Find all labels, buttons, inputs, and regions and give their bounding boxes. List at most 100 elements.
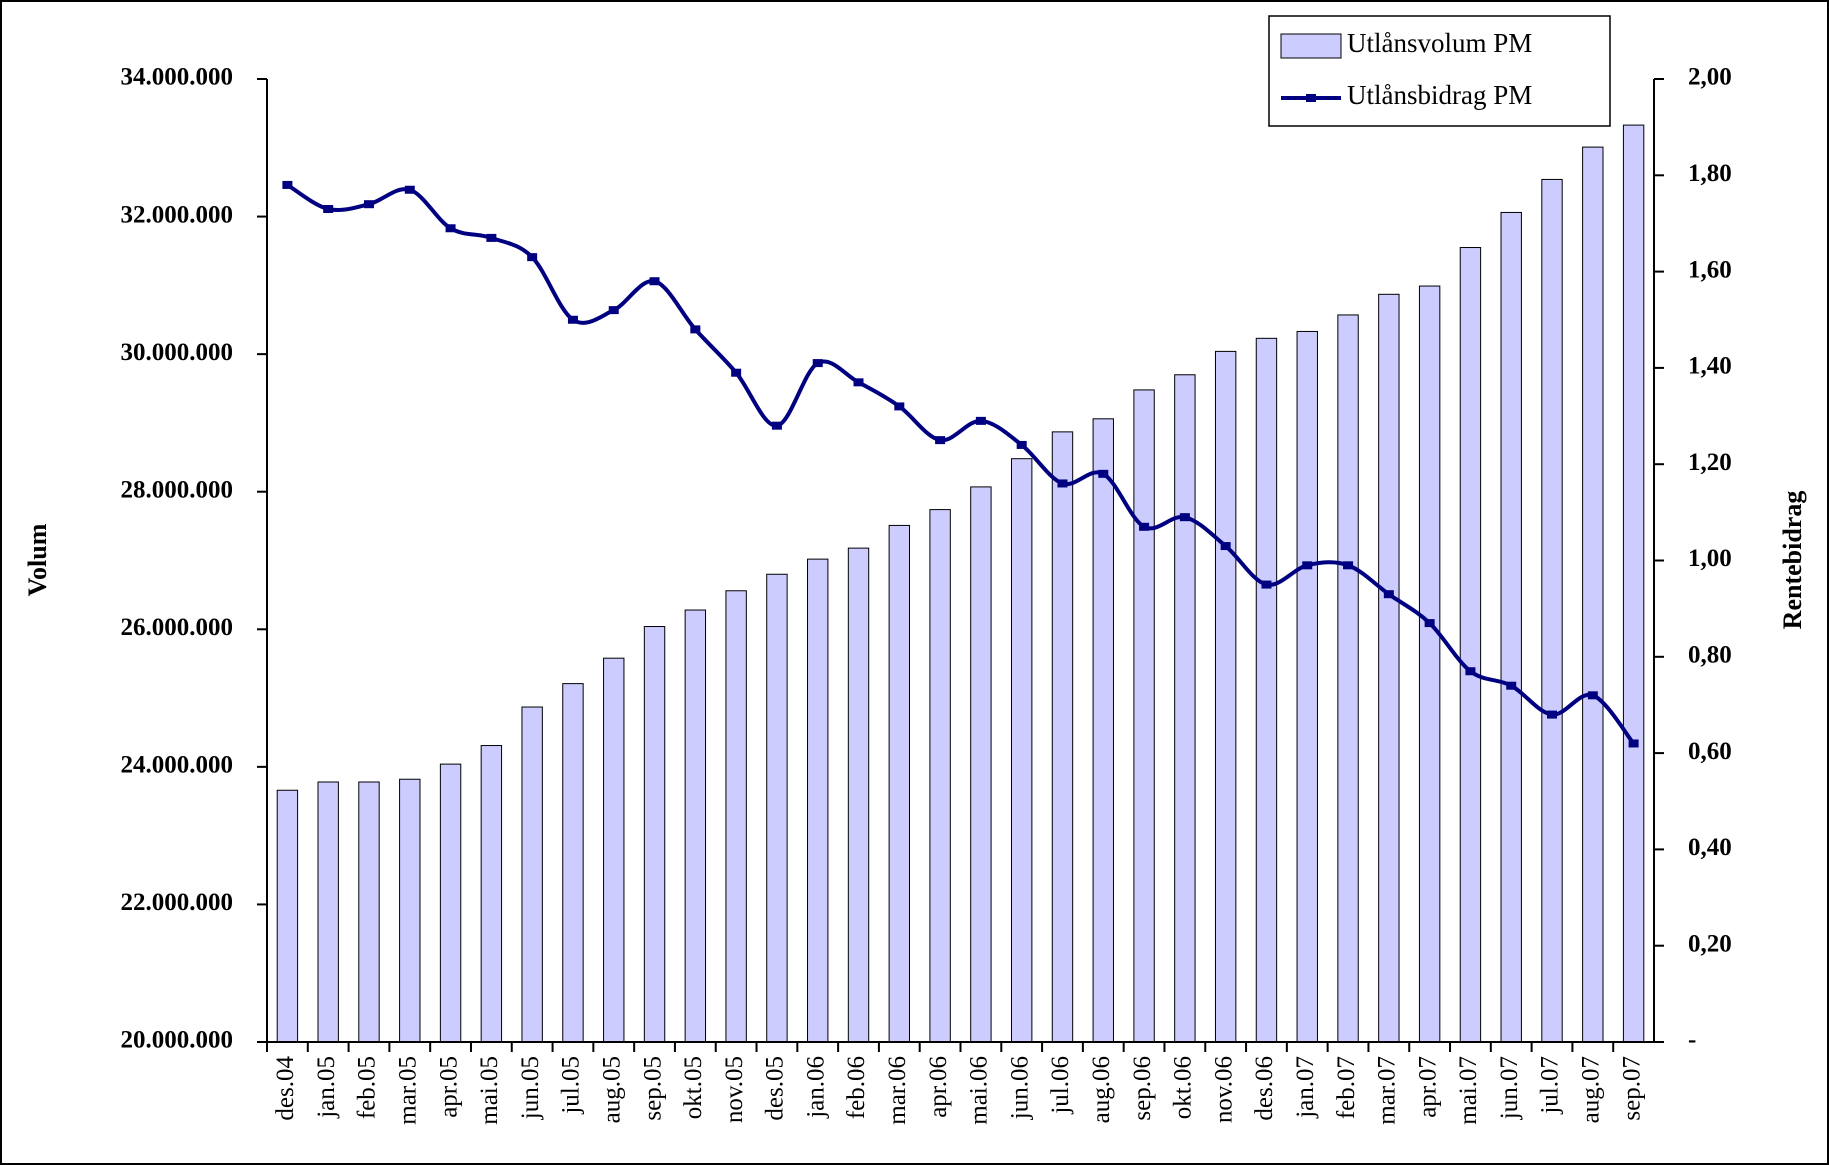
x-tick-label: aug.07 xyxy=(1578,1056,1605,1123)
line-marker xyxy=(527,253,538,262)
x-tick-label: sep.06 xyxy=(1129,1056,1156,1121)
line-marker xyxy=(486,233,497,242)
line-marker xyxy=(1220,542,1231,551)
bar xyxy=(399,778,421,1043)
x-tick-label: aug.05 xyxy=(598,1056,625,1123)
x-tick-label: jul.06 xyxy=(1047,1056,1074,1115)
bar xyxy=(358,781,380,1043)
line-marker xyxy=(608,306,619,315)
line-marker xyxy=(1424,619,1435,628)
x-tick-label: apr.07 xyxy=(1414,1056,1441,1118)
y2-tick-label: 1,40 xyxy=(1688,353,1732,380)
line-marker xyxy=(975,416,986,425)
y2-tick-label: 0,60 xyxy=(1688,738,1732,765)
bar xyxy=(521,706,543,1043)
y-tick-label: 32.000.000 xyxy=(121,201,234,228)
line-marker xyxy=(1383,590,1394,599)
y2-axis-title: Rentebidrag xyxy=(1778,491,1807,630)
x-tick-label: jul.07 xyxy=(1537,1056,1564,1115)
y2-tick-label: 0,20 xyxy=(1688,930,1732,957)
legend-swatch xyxy=(1280,33,1342,59)
x-tick-label: jul.05 xyxy=(558,1056,585,1115)
y-tick-label: 26.000.000 xyxy=(121,614,234,641)
x-tick-label: jun.07 xyxy=(1496,1056,1523,1120)
bar xyxy=(888,524,911,1043)
x-tick-label: mai.07 xyxy=(1455,1056,1482,1125)
y2-tick-label: 1,00 xyxy=(1688,545,1732,572)
line-marker xyxy=(812,359,823,368)
bar xyxy=(847,547,870,1043)
x-tick-label: jan.06 xyxy=(802,1056,829,1119)
legend-label: Utlånsbidrag PM xyxy=(1347,80,1532,110)
bar xyxy=(1296,330,1318,1043)
line-marker xyxy=(1302,561,1313,570)
x-tick-label: jun.05 xyxy=(517,1056,544,1120)
bar xyxy=(684,609,707,1043)
bar xyxy=(929,509,951,1043)
line xyxy=(286,183,1636,745)
line-marker xyxy=(1261,580,1272,589)
x-tick-label: feb.05 xyxy=(354,1056,381,1119)
legend-label: Utlånsvolum PM xyxy=(1347,28,1532,58)
bar xyxy=(766,573,788,1043)
bar xyxy=(1337,314,1359,1043)
bar xyxy=(1255,337,1278,1043)
line-marker xyxy=(1465,667,1476,676)
x-tick-label: jun.06 xyxy=(1006,1056,1033,1120)
line-marker xyxy=(690,325,701,334)
line-marker xyxy=(1628,739,1639,748)
x-tick-label: jan.05 xyxy=(313,1056,340,1119)
bar xyxy=(1418,285,1441,1043)
bar xyxy=(480,745,503,1043)
line-marker xyxy=(1139,522,1150,531)
x-tick-label: nov.06 xyxy=(1210,1056,1237,1123)
x-tick-label: okt.05 xyxy=(680,1056,707,1119)
line-marker xyxy=(1179,513,1190,522)
line-marker xyxy=(649,277,660,286)
x-tick-label: sep.05 xyxy=(639,1056,666,1121)
line-marker xyxy=(404,185,415,194)
legend-swatch-marker xyxy=(1306,94,1316,102)
bar xyxy=(317,781,339,1043)
y-tick-label: 24.000.000 xyxy=(121,752,234,779)
line-marker xyxy=(935,436,946,445)
bar xyxy=(643,626,666,1043)
line-marker xyxy=(1343,561,1354,570)
x-tick-label: feb.07 xyxy=(1333,1056,1360,1119)
y-tick-label: 28.000.000 xyxy=(121,476,234,503)
x-tick-label: mar.07 xyxy=(1374,1056,1401,1125)
bar xyxy=(970,486,992,1043)
y-axis-title: Volum xyxy=(23,523,52,596)
bar xyxy=(1174,374,1196,1043)
x-tick-label: des.04 xyxy=(272,1056,299,1121)
y2-tick-label: 1,20 xyxy=(1688,449,1732,476)
bar xyxy=(1214,350,1237,1043)
line-marker xyxy=(282,180,293,189)
line-marker xyxy=(1547,710,1558,719)
x-tick-label: jan.07 xyxy=(1292,1056,1319,1119)
y2-tick-label: 1,60 xyxy=(1688,256,1732,283)
x-tick-label: mar.05 xyxy=(395,1056,422,1125)
line-marker xyxy=(771,421,782,430)
x-tick-label: sep.07 xyxy=(1618,1056,1645,1121)
x-tick-label: des.05 xyxy=(762,1056,789,1121)
y-tick-label: 34.000.000 xyxy=(121,64,234,91)
line-marker xyxy=(445,224,456,233)
bar xyxy=(1010,458,1033,1043)
line-marker xyxy=(363,200,374,209)
x-tick-label: aug.06 xyxy=(1088,1056,1115,1123)
line-marker xyxy=(853,378,864,387)
line-marker xyxy=(1016,440,1027,449)
y-tick-label: 30.000.000 xyxy=(121,339,234,366)
x-tick-label: feb.06 xyxy=(843,1056,870,1119)
x-tick-label: apr.06 xyxy=(925,1056,952,1118)
x-tick-label: apr.05 xyxy=(435,1056,462,1118)
bar xyxy=(725,590,747,1043)
bar xyxy=(1051,431,1074,1043)
bar xyxy=(1133,389,1155,1043)
bar xyxy=(562,683,584,1043)
y2-tick-label: - xyxy=(1688,1027,1696,1054)
bar xyxy=(603,657,625,1043)
